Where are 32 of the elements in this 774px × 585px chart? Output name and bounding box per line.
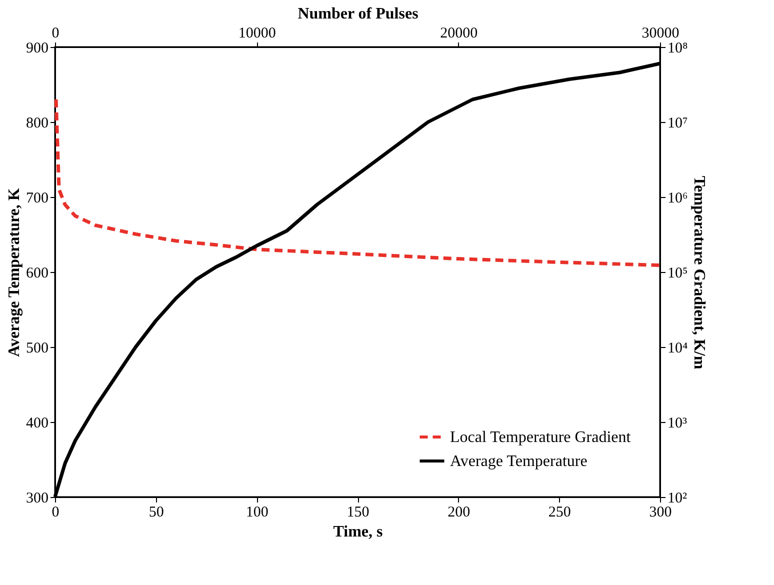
x-tick-label: 0 (52, 504, 60, 520)
x2-tick-label: 20000 (440, 26, 478, 42)
y2-tick-label: 10² (668, 490, 688, 506)
x-tick-label: 50 (148, 504, 164, 520)
x2-tick-label: 10000 (238, 26, 276, 42)
y2-tick-label: 10⁷ (668, 116, 688, 132)
y-tick-label: 600 (26, 266, 48, 282)
y2-tick-label: 10⁴ (668, 340, 688, 356)
x-tick-label: 150 (346, 504, 370, 520)
y2-axis-title: Temperature Gradient, K/m (690, 176, 708, 370)
x2-tick-label: 0 (52, 26, 60, 42)
x2-tick-label: 30000 (642, 26, 680, 42)
x2-axis-title: Number of Pulses (298, 6, 418, 22)
y-tick-label: 400 (26, 416, 48, 432)
y-tick-label: 900 (26, 40, 48, 56)
legend-label: Local Temperature Gradient (450, 429, 632, 446)
y2-tick-label: 10³ (668, 416, 688, 432)
y2-tick-label: 10⁵ (668, 266, 688, 282)
y2-tick-label: 10⁶ (668, 190, 688, 206)
y-tick-label: 300 (26, 490, 48, 506)
y-tick-label: 800 (26, 116, 48, 132)
y-tick-label: 500 (26, 340, 48, 356)
y2-tick-label: 10⁸ (668, 40, 688, 56)
y-axis-title: Average Temperature, K (6, 188, 23, 357)
line-series (54, 98, 662, 268)
x-tick-label: 300 (649, 504, 672, 520)
y-tick-label: 700 (26, 190, 48, 206)
x-tick-label: 250 (548, 504, 571, 520)
x-tick-label: 100 (246, 504, 268, 520)
x-tick-label: 200 (448, 504, 470, 520)
legend-label: Average Temperature (450, 453, 588, 470)
x-axis-title: Time, s (333, 524, 383, 540)
